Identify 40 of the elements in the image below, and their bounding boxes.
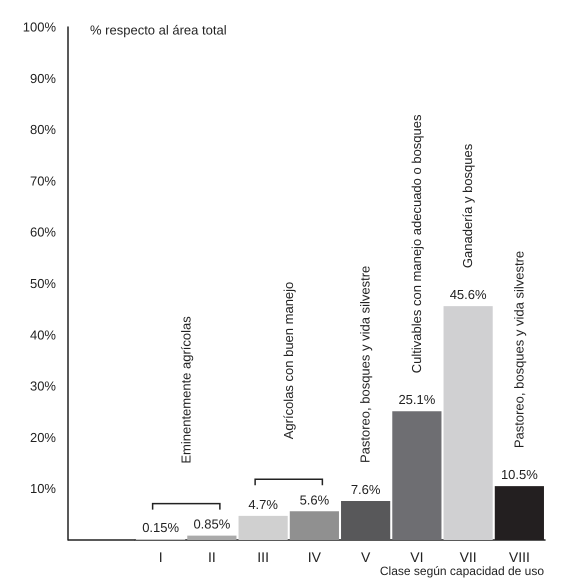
- y-tick-label: 40%: [30, 327, 56, 342]
- annotation: Eminentemente agrícolas: [178, 316, 194, 464]
- bar: [341, 501, 390, 540]
- x-tick-label: VII: [460, 549, 477, 565]
- x-axis-title: Clase según capacidad de uso: [380, 564, 544, 578]
- y-axis-title: % respecto al área total: [90, 22, 227, 38]
- annotation: Pastoreo, bosques y vida silvestre: [358, 266, 373, 464]
- x-tick-label: VI: [410, 549, 424, 565]
- bar: [238, 516, 288, 540]
- bar: [290, 511, 339, 540]
- data-label: 0.15%: [142, 520, 180, 536]
- x-tick-label: V: [360, 549, 371, 565]
- y-tick-label: 90%: [30, 70, 56, 86]
- data-label: 10.5%: [500, 467, 538, 482]
- bar: [444, 306, 493, 540]
- annotation: Cultivables con manejo adecuado o bosques: [408, 114, 424, 374]
- y-tick-label: 70%: [30, 173, 56, 188]
- x-tick-label: II: [208, 549, 216, 565]
- data-label: 25.1%: [398, 392, 436, 408]
- y-tick-label: 50%: [30, 276, 56, 291]
- x-tick-label: I: [158, 549, 163, 565]
- bar: [392, 411, 442, 540]
- x-tick-label: VIII: [508, 549, 530, 565]
- bar: [187, 536, 236, 540]
- annotation: Agrícolas con buen manejo: [280, 282, 296, 440]
- data-label: 45.6%: [450, 287, 487, 302]
- y-tick-label: 10%: [30, 481, 56, 496]
- x-tick-label: IV: [308, 549, 322, 565]
- y-tick-label: 60%: [30, 224, 56, 240]
- y-tick-label: 80%: [30, 122, 56, 138]
- y-tick-label: 30%: [30, 378, 56, 394]
- data-label: 4.7%: [248, 496, 278, 512]
- data-label: 7.6%: [350, 482, 381, 498]
- annotation: Pastoreo, bosques y vida silvestre: [511, 250, 526, 448]
- y-tick-label: 100%: [22, 20, 56, 34]
- data-label: 5.6%: [300, 492, 330, 508]
- annotation: Ganadería y bosques: [460, 143, 476, 268]
- x-tick-label: III: [257, 549, 269, 565]
- data-label: 0.85%: [193, 516, 231, 532]
- y-tick-label: 20%: [30, 430, 56, 445]
